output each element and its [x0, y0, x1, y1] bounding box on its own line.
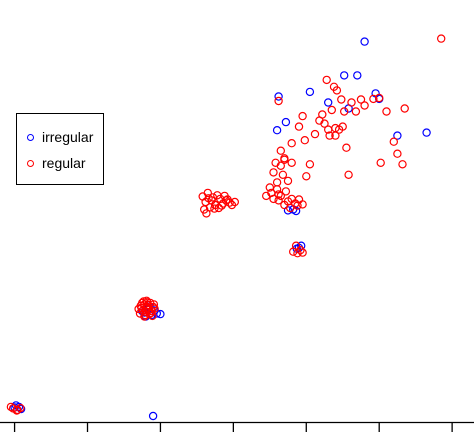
regular-point-69 [271, 158, 280, 167]
regular-point-103 [331, 131, 340, 140]
regular-point-117 [400, 104, 409, 113]
regular-point-109 [369, 94, 378, 104]
regular-point-101 [342, 143, 351, 152]
regular-point-27 [140, 312, 149, 321]
regular-point-119 [315, 116, 324, 125]
regular-point-93 [325, 131, 334, 140]
irregular-point-25 [360, 37, 369, 46]
regular-point-3 [12, 406, 21, 415]
points-layer [6, 34, 446, 421]
regular-point-112 [389, 137, 398, 146]
regular-point-16 [137, 298, 147, 308]
regular-point-4 [6, 402, 16, 412]
regular-point-45 [208, 193, 218, 202]
regular-point-64 [272, 178, 282, 187]
legend-marker-regular [27, 159, 34, 167]
regular-point-78 [296, 245, 305, 255]
regular-point-99 [338, 122, 347, 131]
regular-point-63 [269, 168, 278, 177]
irregular-point-20 [272, 125, 282, 135]
regular-point-87 [300, 135, 309, 145]
regular-point-105 [347, 98, 356, 107]
regular-point-113 [393, 149, 402, 158]
regular-point-28 [143, 298, 152, 307]
regular-point-73 [274, 190, 283, 199]
irregular-point-30 [422, 128, 431, 137]
legend-item-irregular: irregular [25, 128, 93, 146]
regular-point-115 [437, 34, 446, 43]
regular-point-49 [210, 204, 219, 213]
regular-point-82 [276, 146, 285, 155]
regular-point-108 [360, 101, 369, 110]
irregular-point-29 [393, 131, 402, 140]
regular-point-80 [298, 248, 307, 257]
regular-point-85 [294, 122, 304, 131]
irregular-point-23 [324, 98, 333, 107]
legend-item-regular: regular [25, 154, 86, 172]
regular-point-89 [310, 129, 320, 139]
regular-point-81 [274, 96, 283, 106]
regular-point-62 [298, 200, 307, 209]
regular-point-107 [356, 95, 366, 104]
regular-point-48 [204, 194, 213, 203]
irregular-point-12 [156, 309, 165, 319]
legend-label-regular: regular [42, 155, 86, 171]
legend-marker-irregular [27, 133, 34, 141]
regular-point-95 [332, 86, 342, 95]
regular-point-116 [398, 160, 407, 169]
regular-point-55 [274, 196, 283, 205]
legend-label-irregular: irregular [42, 129, 94, 145]
regular-point-31 [203, 188, 212, 198]
regular-point-98 [337, 95, 346, 104]
regular-point-110 [375, 93, 384, 103]
regular-point-41 [230, 197, 239, 207]
regular-point-83 [280, 154, 289, 163]
regular-point-67 [283, 176, 293, 186]
regular-point-118 [302, 172, 311, 181]
regular-point-114 [376, 158, 385, 167]
regular-point-88 [305, 160, 315, 169]
regular-point-56 [276, 191, 285, 201]
regular-point-26 [148, 311, 157, 321]
irregular-point-26 [353, 71, 362, 80]
regular-point-43 [202, 209, 211, 218]
irregular-point-24 [340, 71, 349, 80]
irregular-point-13 [148, 411, 158, 421]
regular-point-100 [340, 107, 349, 116]
regular-point-71 [281, 187, 291, 196]
regular-point-104 [327, 105, 336, 115]
regular-point-106 [351, 107, 361, 116]
regular-point-70 [278, 170, 288, 179]
regular-point-75 [293, 201, 302, 210]
irregular-point-3 [16, 404, 26, 414]
regular-point-24 [137, 303, 146, 313]
regular-point-84 [287, 138, 296, 148]
regular-point-111 [382, 107, 391, 116]
irregular-point-32 [274, 92, 283, 101]
regular-point-47 [217, 201, 226, 210]
regular-point-68 [287, 158, 296, 167]
x-axis-ticks [13, 422, 453, 432]
irregular-point-22 [305, 87, 315, 97]
regular-point-79 [291, 241, 301, 250]
irregular-point-21 [281, 117, 291, 127]
regular-point-74 [286, 203, 295, 213]
regular-point-25 [150, 304, 159, 313]
regular-point-120 [322, 75, 331, 85]
regular-point-102 [344, 170, 353, 179]
regular-point-44 [205, 203, 215, 212]
regular-point-50 [223, 195, 232, 204]
legend: irregular regular [16, 113, 104, 185]
regular-point-86 [298, 111, 307, 121]
